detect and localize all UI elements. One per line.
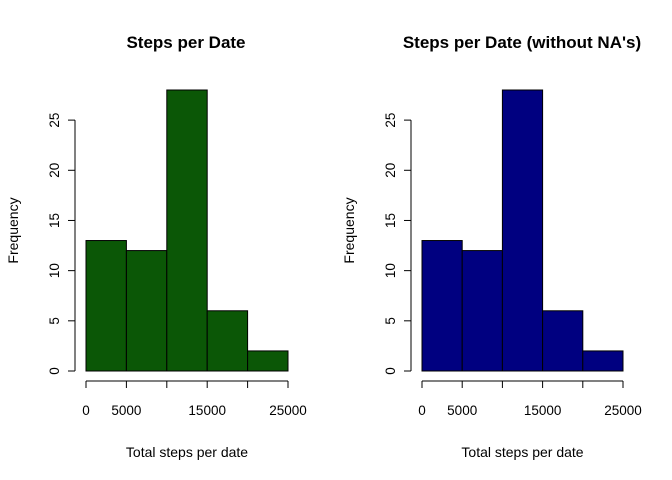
x-tick-label: 15000	[524, 403, 562, 418]
histogram-bar	[166, 89, 208, 372]
histogram-bar	[501, 89, 544, 372]
y-tick-label: 5	[47, 317, 62, 325]
histogram-bar	[421, 240, 463, 372]
histogram-bar	[125, 250, 168, 372]
x-tick-label: 15000	[188, 403, 226, 418]
y-axis-label: Frequency	[341, 197, 357, 263]
histogram-panel-2: Steps per Date (without NA's) 0 5 10 15 20 25 F…	[341, 33, 642, 460]
histogram-bar	[247, 350, 289, 372]
x-tick-label: 5000	[111, 403, 141, 418]
y-tick-label: 20	[47, 163, 62, 178]
x-tick-label: 0	[82, 403, 90, 418]
histogram-bar	[542, 310, 584, 372]
y-axis-label: Frequency	[5, 197, 21, 263]
y-tick-label: 0	[47, 367, 62, 375]
chart-title: Steps per Date	[126, 33, 245, 52]
histogram-bar	[582, 350, 624, 372]
histogram-bar	[461, 250, 503, 372]
y-tick-label: 10	[47, 263, 62, 278]
histogram-bar	[85, 240, 127, 372]
x-tick-label: 25000	[269, 403, 307, 418]
histogram-panel-1: Steps per Date 0 5 10 15 20 25 Frequency 0 5000 15…	[5, 33, 307, 460]
x-axis-label: Total steps per date	[126, 444, 248, 460]
y-tick-label: 0	[383, 367, 398, 375]
y-tick-label: 5	[383, 317, 398, 325]
y-tick-label: 15	[383, 213, 398, 228]
x-tick-label: 0	[418, 403, 426, 418]
x-tick-label: 5000	[447, 403, 477, 418]
y-tick-label: 25	[383, 113, 398, 128]
histogram-bar	[206, 310, 249, 372]
x-tick-label: 25000	[604, 403, 642, 418]
y-tick-label: 20	[383, 163, 398, 178]
chart-title: Steps per Date (without NA's)	[403, 33, 641, 52]
y-tick-label: 10	[383, 263, 398, 278]
y-tick-label: 25	[47, 113, 62, 128]
x-axis-label: Total steps per date	[461, 444, 583, 460]
y-tick-label: 15	[47, 213, 62, 228]
